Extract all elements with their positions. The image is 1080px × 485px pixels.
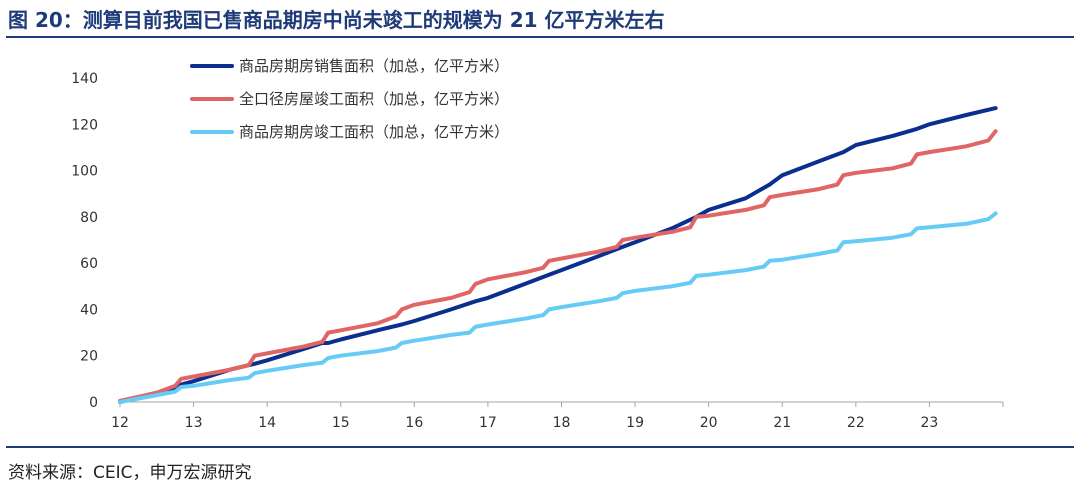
x-tick-label: 18: [553, 415, 571, 431]
x-tick-label: 22: [847, 415, 865, 431]
series-line-1: [118, 106, 998, 404]
x-tick-label: 17: [479, 415, 497, 431]
x-tick-label: 16: [405, 415, 423, 431]
y-tick-label: 60: [80, 256, 98, 272]
x-tick-label: 13: [185, 415, 203, 431]
legend-label-2: 全口径房屋竣工面积（加总，亿平方米）: [239, 90, 509, 108]
legend-label-1: 商品房期房销售面积（加总，亿平方米）: [239, 57, 509, 75]
series-line-3: [118, 211, 998, 404]
x-tick-label: 19: [626, 415, 644, 431]
legend: 商品房期房销售面积（加总，亿平方米） 全口径房屋竣工面积（加总，亿平方米） 商品房期…: [190, 57, 509, 141]
series-line-2: [118, 129, 998, 403]
y-tick-label: 100: [71, 164, 98, 180]
x-tick-label: 21: [773, 415, 791, 431]
y-tick-label: 20: [80, 349, 98, 365]
x-tick-label: 14: [258, 415, 276, 431]
x-tick-label: 15: [332, 415, 350, 431]
y-tick-label: 120: [71, 117, 98, 133]
source-note: 资料来源：CEIC，申万宏源研究: [8, 463, 252, 483]
legend-label-3: 商品房期房竣工面积（加总，亿平方米）: [239, 123, 509, 141]
title-rule: [6, 36, 1074, 38]
axes-layer: 0 20 40 60 80 100 120 140 12 13 14 15 16 17 18 19 20 21 22…: [71, 71, 1004, 431]
source-rule: [6, 446, 1074, 448]
x-tick-label: 20: [700, 415, 718, 431]
y-tick-label: 80: [80, 210, 98, 226]
x-tick-label: 12: [111, 415, 129, 431]
figure-title: 图 20：测算目前我国已售商品期房中尚未竣工的规模为 21 亿平方米左右: [8, 8, 665, 32]
y-tick-label: 140: [71, 71, 98, 87]
series-layer: [118, 106, 998, 404]
x-tick-label: 23: [921, 415, 939, 431]
y-tick-label: 40: [80, 302, 98, 318]
y-tick-label: 0: [89, 395, 98, 411]
